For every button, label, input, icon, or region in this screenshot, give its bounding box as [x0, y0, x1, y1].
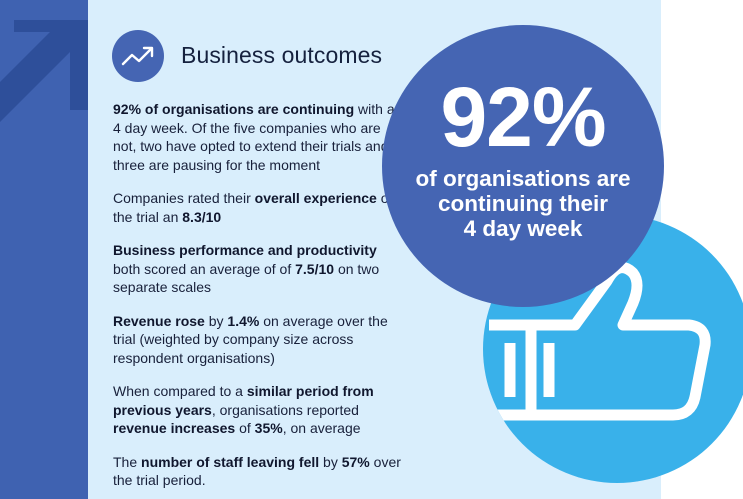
- highlight-caption-line: continuing their: [438, 191, 608, 216]
- stat-revenue: Revenue rose by 1.4% on average over the…: [113, 312, 403, 368]
- section-title: Business outcomes: [181, 42, 383, 68]
- highlight-caption-line: of organisations are: [415, 166, 631, 191]
- stat-text: on two separate scales: [113, 260, 380, 296]
- highlight-caption: of organisations are continuing their 4 da…: [382, 166, 664, 241]
- stat-text: on average over the trial (weighted by c…: [113, 312, 388, 366]
- stat-text: with a 4 day week. Of the five companies…: [113, 101, 395, 173]
- stat-experience: Companies rated their overall experience…: [113, 189, 403, 226]
- stat-staff: The number of staff leaving fell by 57% …: [113, 453, 403, 490]
- highlight-caption-line: 4 day week: [463, 216, 583, 241]
- stat-text: by: [204, 312, 228, 329]
- highlight-value: 92%: [440, 70, 606, 164]
- stat-highlight-text: Business performance and productivity: [113, 242, 377, 258]
- stat-highlight-text: revenue increases: [113, 420, 236, 436]
- stat-highlight-text: 92% of organisations are continuing: [113, 101, 355, 117]
- stat-highlight-text: overall experience: [254, 190, 377, 206]
- stat-highlight-text: 35%: [254, 420, 283, 436]
- trend-up-icon: [112, 30, 164, 82]
- stat-text: The: [113, 453, 142, 470]
- left-decor-band: [0, 0, 88, 499]
- stat-performance: Business performance and productivity bo…: [113, 241, 403, 297]
- stat-text: by: [319, 453, 342, 470]
- stat-text: Companies rated their: [113, 190, 255, 206]
- stat-text: , organisations reported: [211, 401, 359, 418]
- arrow-up-right-icon: [0, 20, 88, 122]
- stat-comparison: When compared to a similar period from p…: [113, 382, 403, 438]
- stat-highlight-text: Revenue rose: [113, 312, 205, 329]
- stat-text: of: [235, 420, 255, 436]
- highlight-circle: [382, 25, 664, 307]
- stat-highlight-text: number of staff leaving fell: [141, 453, 320, 470]
- stat-highlight-text: 7.5/10: [295, 260, 335, 277]
- stats-list: 92% of organisations are continuing with…: [113, 100, 403, 499]
- stat-text: both scored an average of of: [113, 260, 296, 277]
- thumbs-up-icon: [489, 262, 711, 421]
- stat-text: When compared to a: [113, 383, 247, 399]
- stat-highlight-text: 57%: [341, 453, 370, 470]
- stat-highlight-text: similar period from previous years: [113, 383, 374, 418]
- stat-text: , on average: [282, 420, 361, 436]
- stat-highlight-text: 8.3/10: [182, 208, 222, 225]
- stat-continuing: 92% of organisations are continuing with…: [113, 100, 403, 174]
- stat-highlight-text: 1.4%: [227, 312, 260, 329]
- stat-text: over the trial period.: [113, 453, 401, 489]
